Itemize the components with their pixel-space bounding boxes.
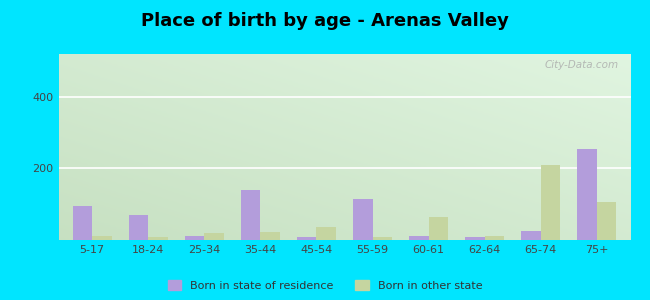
Bar	[597, 202, 616, 240]
Bar	[465, 237, 485, 240]
Bar	[148, 237, 168, 240]
Bar	[485, 236, 504, 240]
Bar	[204, 233, 224, 240]
Bar	[409, 236, 428, 240]
Bar	[521, 231, 541, 240]
Bar	[372, 237, 392, 240]
Bar	[92, 236, 112, 240]
Bar	[577, 149, 597, 240]
Bar	[261, 232, 280, 240]
Text: City-Data.com: City-Data.com	[545, 60, 619, 70]
Bar	[541, 165, 560, 240]
Bar	[73, 206, 92, 240]
Bar	[317, 227, 336, 240]
Bar	[353, 199, 372, 240]
Text: Place of birth by age - Arenas Valley: Place of birth by age - Arenas Valley	[141, 12, 509, 30]
Bar	[240, 190, 261, 240]
Bar	[428, 217, 448, 240]
Bar	[185, 236, 204, 240]
Bar	[129, 215, 148, 240]
Bar	[297, 237, 317, 240]
Legend: Born in state of residence, Born in other state: Born in state of residence, Born in othe…	[164, 277, 486, 294]
